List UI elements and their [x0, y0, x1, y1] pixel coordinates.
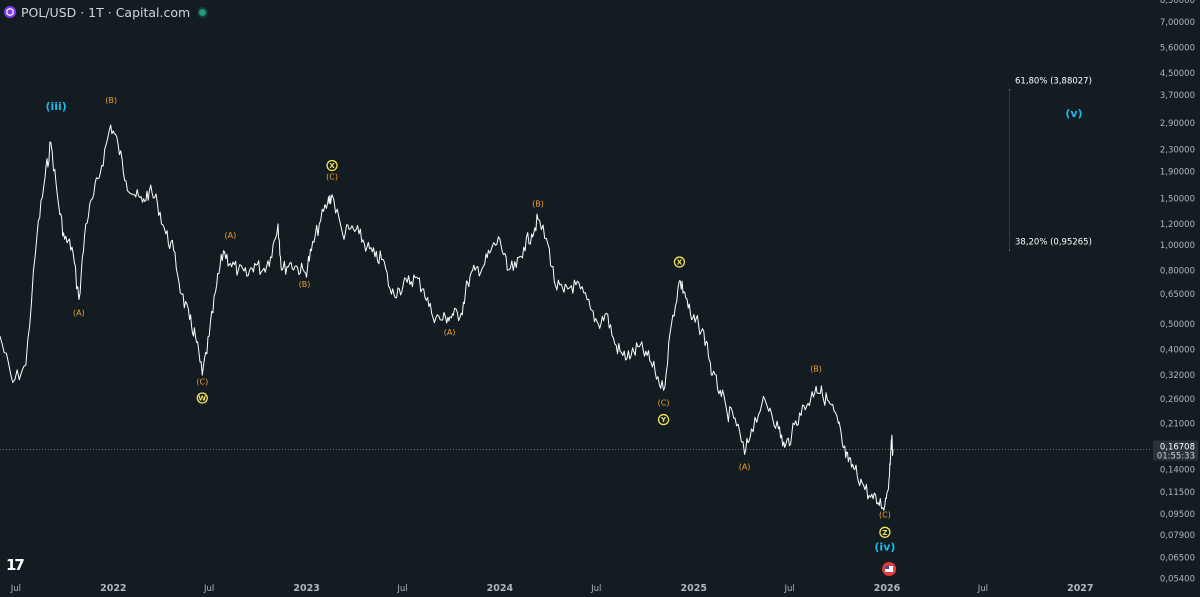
x-tick-label-0: Jul [10, 584, 21, 594]
target-zone-box[interactable] [1009, 89, 1010, 251]
y-tick-label-8: 1,50000 [1160, 194, 1195, 204]
y-tick-label-17: 0,21000 [1160, 419, 1195, 429]
x-tick-label-8: Jul [783, 584, 794, 594]
price-series-line[interactable] [0, 124, 894, 511]
wave-circle-z [879, 526, 891, 538]
wave-label-0: (iii) [45, 100, 66, 113]
current-price-value: 0,16708 [1160, 442, 1195, 452]
y-tick-label-4: 3,70000 [1160, 91, 1195, 101]
y-tick-label-19: 0,11500 [1160, 488, 1195, 498]
wave-label-16: (C) [879, 511, 891, 520]
wave-label-8: (C) [326, 172, 338, 181]
y-tick-label-15: 0,32000 [1160, 371, 1195, 381]
chart-header: POL/USD · 1T · Capital.com [4, 4, 207, 20]
wave-label-11: X [677, 259, 683, 267]
wave-label-12: (C) [658, 399, 670, 408]
wave-label-19: (v) [1065, 107, 1082, 120]
wave-label-3: (C) [196, 377, 208, 386]
x-tick-label-6: Jul [590, 584, 601, 594]
y-tick-label-5: 2,90000 [1160, 119, 1195, 129]
tradingview-logo-icon[interactable]: 17 [6, 556, 25, 574]
wave-circle-x [326, 159, 338, 172]
x-tick-label-5: 2024 [487, 583, 514, 594]
y-tick-label-2: 5,60000 [1160, 44, 1195, 54]
y-tick-label-14: 0,40000 [1160, 346, 1195, 356]
wave-label-1: (B) [105, 96, 117, 105]
current-price-badge [1153, 440, 1198, 461]
y-tick-label-12: 0,65000 [1160, 290, 1195, 300]
y-tick-label-3: 4,50000 [1160, 69, 1195, 79]
x-tick-label-4: Jul [396, 584, 407, 594]
wave-label-10: (B) [532, 199, 544, 208]
symbol-title[interactable]: POL/USD · 1T · Capital.com [21, 4, 191, 20]
wave-label-2: (A) [73, 308, 85, 317]
wave-circle-y [657, 413, 670, 426]
wave-label-6: (B) [299, 280, 311, 289]
x-tick-label-10: Jul [977, 584, 988, 594]
x-tick-label-7: 2025 [681, 583, 707, 594]
y-tick-label-23: 0,05400 [1160, 575, 1195, 585]
y-tick-label-11: 0,80000 [1160, 266, 1195, 276]
y-tick-label-16: 0,26000 [1160, 395, 1195, 405]
y-tick-label-1: 7,00000 [1160, 18, 1195, 28]
y-tick-label-22: 0,06500 [1160, 553, 1195, 563]
y-tick-label-18: 0,14000 [1160, 466, 1195, 476]
x-tick-label-1: 2022 [100, 583, 126, 594]
wave-label-7: X [329, 162, 335, 170]
y-tick-label-21: 0,07900 [1160, 531, 1195, 541]
wave-label-5: (A) [225, 231, 237, 240]
y-tick-label-13: 0,50000 [1160, 320, 1195, 330]
wave-label-15: (B) [810, 365, 822, 374]
wave-label-17: Z [882, 529, 887, 537]
y-tick-label-0: 8,50000 [1160, 0, 1195, 6]
wave-label-9: (A) [444, 328, 456, 337]
wave-circle-x [673, 256, 686, 268]
polygon-logo-icon [4, 6, 16, 18]
fib-618-label: 61,80% (3,88027) [1015, 77, 1092, 87]
wave-label-14: (A) [739, 463, 751, 472]
market-open-dot-icon [199, 8, 207, 16]
x-tick-label-2: Jul [203, 584, 214, 594]
countdown-timer: 01:55:33 [1157, 451, 1195, 461]
us-flag-event-icon-canton [885, 566, 890, 569]
wave-label-13: Y [660, 416, 667, 424]
fib-382-label: 38,20% (0,95265) [1015, 237, 1092, 247]
wave-label-18: (iv) [874, 541, 895, 554]
wave-circle-w [196, 392, 208, 404]
y-tick-label-20: 0,09500 [1160, 510, 1195, 520]
x-tick-label-11: 2027 [1067, 583, 1093, 594]
y-tick-label-6: 2,30000 [1160, 146, 1195, 156]
y-tick-label-7: 1,90000 [1160, 167, 1195, 177]
wave-label-4: W [198, 395, 206, 403]
price-axis[interactable] [1152, 0, 1200, 597]
y-tick-label-9: 1,20000 [1160, 220, 1195, 230]
x-tick-label-9: 2026 [874, 583, 901, 594]
y-tick-label-10: 1,00000 [1160, 241, 1195, 251]
x-tick-label-3: 2023 [293, 583, 319, 594]
